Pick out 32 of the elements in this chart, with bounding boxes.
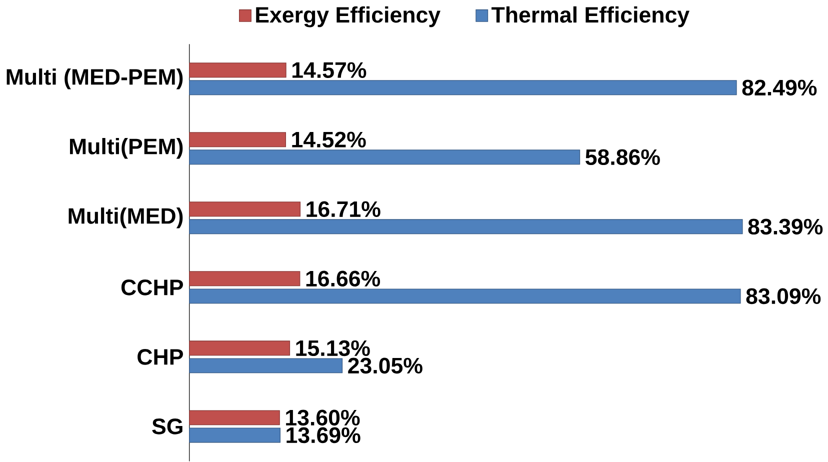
bar (189, 271, 300, 286)
bar (189, 428, 280, 443)
bar (189, 410, 280, 426)
data-label: 15.13% (296, 340, 370, 356)
y-tick-label: CHP (138, 349, 183, 366)
y-tick-label: SG (152, 418, 182, 435)
y-tick-label: Multi (MED-PEM) (6, 68, 183, 90)
bar (189, 340, 290, 356)
y-tick-label: CCHP (121, 280, 183, 296)
data-label: 14.57% (292, 62, 366, 78)
bar (189, 202, 301, 217)
y-tick-label: Multi(PEM) (70, 138, 183, 160)
data-label: 83.09% (746, 288, 821, 304)
bar (189, 132, 286, 148)
legend-label: Exergy Efficiency (256, 6, 440, 28)
bar (189, 62, 286, 78)
data-label: 13.69% (286, 428, 360, 444)
bar (189, 288, 741, 304)
data-label: 13.60% (286, 410, 360, 426)
y-tick-label: Multi(MED) (68, 208, 183, 229)
data-label: 16.66% (306, 270, 380, 287)
data-label: 16.71% (306, 201, 380, 218)
data-label: 82.49% (742, 80, 817, 96)
legend-label: Thermal Efficiency (492, 6, 690, 28)
data-label: 58.86% (586, 149, 660, 166)
bar (189, 80, 737, 96)
bar (189, 150, 580, 165)
bar (189, 219, 743, 234)
data-label: 83.39% (748, 218, 823, 235)
bar (189, 358, 343, 374)
data-label: 23.05% (348, 358, 422, 374)
data-label: 14.52% (292, 132, 366, 148)
